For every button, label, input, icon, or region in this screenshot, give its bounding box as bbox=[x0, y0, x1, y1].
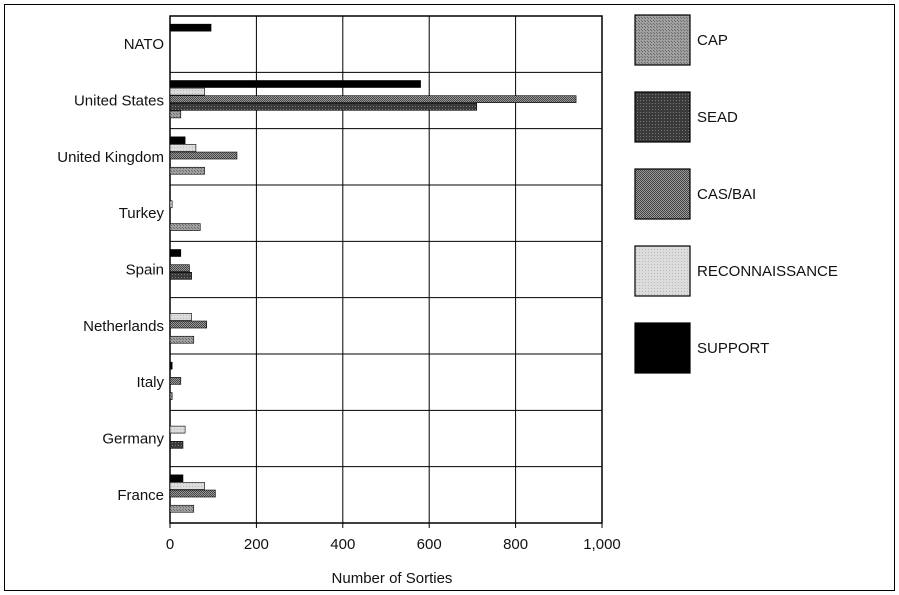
bar-support-france bbox=[169, 474, 184, 483]
category-label: United Kingdom bbox=[57, 149, 164, 166]
category-label: NATO bbox=[124, 36, 164, 53]
bars-layer bbox=[169, 23, 577, 513]
legend-label: RECONNAISSANCE bbox=[697, 263, 838, 280]
bar-cap-italy bbox=[169, 392, 173, 400]
category-label: Turkey bbox=[119, 205, 165, 222]
bar-reconnaissance-france bbox=[169, 482, 205, 490]
category-label: France bbox=[117, 487, 164, 504]
legend-label: CAS/BAI bbox=[697, 186, 756, 203]
bar-cas-bai-united-states bbox=[169, 95, 577, 103]
x-tick-label: 600 bbox=[417, 536, 442, 553]
legend-swatch-sead bbox=[634, 91, 691, 143]
bar-cap-turkey bbox=[169, 223, 201, 231]
x-axis-title: Number of Sorties bbox=[332, 570, 453, 587]
legend-swatch-cap bbox=[634, 14, 691, 66]
legend-label: CAP bbox=[697, 32, 728, 49]
category-label: Netherlands bbox=[83, 318, 164, 335]
legend-swatch-cas-bai bbox=[634, 168, 691, 220]
legend-label: SUPPORT bbox=[697, 340, 769, 357]
bar-cas-bai-united-kingdom bbox=[169, 151, 238, 160]
category-label: Spain bbox=[126, 262, 164, 279]
category-label: Germany bbox=[102, 431, 164, 448]
bar-cap-united-kingdom bbox=[169, 166, 205, 175]
plot-area bbox=[169, 15, 603, 528]
bar-cas-bai-netherlands bbox=[169, 320, 208, 329]
x-tick-label: 400 bbox=[330, 536, 355, 553]
x-tick-label: 200 bbox=[244, 536, 269, 553]
x-tick-label: 1,000 bbox=[583, 536, 621, 553]
bar-cas-bai-spain bbox=[169, 264, 190, 273]
category-label: Italy bbox=[136, 374, 164, 391]
bar-support-nato bbox=[169, 23, 212, 32]
x-tick-label: 800 bbox=[503, 536, 528, 553]
bar-cap-united-states bbox=[169, 110, 182, 119]
bar-sead-spain bbox=[169, 271, 192, 280]
bar-reconnaissance-united-states bbox=[169, 87, 205, 96]
bar-support-united-states bbox=[169, 80, 421, 88]
bar-reconnaissance-turkey bbox=[169, 200, 173, 209]
labels-layer: 0 200 400 600 800 1,000 NATO United States Unite… bbox=[57, 36, 621, 587]
legend-swatch-reconnaissance bbox=[634, 245, 691, 297]
legend-label: SEAD bbox=[697, 109, 738, 126]
legend-swatch-support bbox=[634, 322, 691, 374]
bar-support-italy bbox=[169, 361, 173, 370]
bar-reconnaissance-germany bbox=[169, 425, 186, 434]
bar-cas-bai-france bbox=[169, 489, 216, 498]
bar-sead-germany bbox=[169, 440, 184, 449]
bar-reconnaissance-netherlands bbox=[169, 313, 192, 321]
bar-support-united-kingdom bbox=[169, 136, 186, 145]
x-tick-label: 0 bbox=[166, 536, 174, 553]
plot-border bbox=[169, 15, 603, 524]
bar-support-spain bbox=[169, 249, 182, 257]
bar-cap-france bbox=[169, 504, 195, 513]
category-label: United States bbox=[74, 93, 164, 110]
bar-cap-netherlands bbox=[169, 335, 195, 344]
legend: CAP SEAD CAS/BAI RECONNAISSANCE SUPPORT bbox=[634, 14, 838, 374]
bar-cas-bai-italy bbox=[169, 377, 182, 385]
bar-reconnaissance-united-kingdom bbox=[169, 144, 197, 152]
bar-sead-united-states bbox=[169, 103, 478, 111]
